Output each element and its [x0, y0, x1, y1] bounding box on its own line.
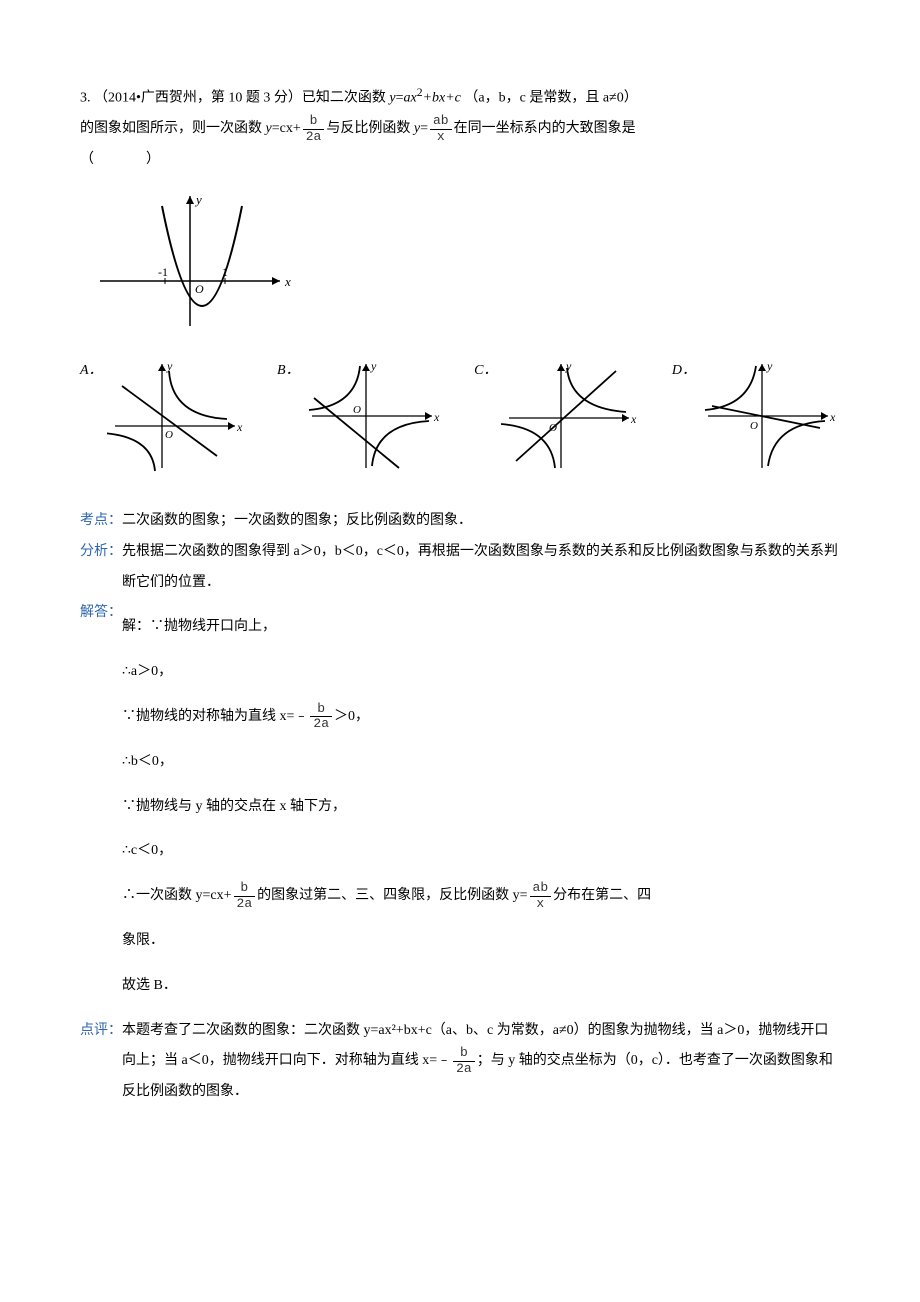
kaodian-text: 二次函数的图象；一次函数的图象；反比例函数的图象．	[122, 506, 840, 537]
svg-text:x: x	[630, 412, 637, 426]
q-paren: （ ）	[80, 145, 840, 176]
jd-l6: ∴c＜0，	[122, 836, 840, 867]
q-source: （2014•广西贺州，第 10 题 3 分）已知二次函数	[94, 91, 389, 106]
svg-text:y: y	[166, 359, 173, 373]
jd-l7: ∴一次函数 y=cx+b2a的图象过第二、三、四象限，反比例函数 y=abx分布…	[122, 881, 840, 912]
jd-l8: 故选 B．	[122, 971, 840, 1002]
origin-label: O	[195, 282, 204, 296]
jieda-content: 解：∵抛物线开口向上， ∴a＞0， ∵抛物线的对称轴为直线 x=﹣b2a＞0， …	[122, 598, 840, 1015]
dianping-row: 点评： 本题考查了二次函数的图象：二次函数 y=ax²+bx+c（a、b、c 为…	[80, 1016, 840, 1108]
y-label: y	[194, 192, 202, 207]
frac-ab-x: abx	[430, 114, 452, 144]
kaodian-label: 考点：	[80, 506, 122, 537]
tick-neg: -1	[158, 265, 168, 279]
x-label: x	[284, 274, 291, 289]
q-func-y: y	[389, 91, 395, 106]
q-l2b: 与反比例函数	[326, 121, 414, 136]
option-a: A． O x y	[80, 356, 247, 476]
jd-l3: ∵抛物线的对称轴为直线 x=﹣b2a＞0，	[122, 702, 840, 733]
q-number: 3.	[80, 91, 91, 106]
jd-l2: ∴a＞0，	[122, 657, 840, 688]
svg-text:O: O	[353, 404, 361, 416]
q-eq2: =	[420, 121, 428, 136]
opt-a-label: A．	[80, 356, 103, 387]
jd-l5: ∵抛物线与 y 轴的交点在 x 轴下方，	[122, 792, 840, 823]
svg-text:x: x	[829, 410, 836, 424]
options-row: A． O x y B． O x y	[80, 356, 840, 476]
dianping-label: 点评：	[80, 1016, 122, 1108]
q-cond: （a，b，c 是常数，且 a≠0）	[464, 91, 637, 106]
q-l2a: 的图象如图所示，则一次函数	[80, 121, 266, 136]
opt-c-label: C．	[474, 356, 497, 387]
opt-d-label: D．	[672, 356, 696, 387]
fenxi-row: 分析： 先根据二次函数的图象得到 a＞0，b＜0，c＜0，再根据一次函数图象与系…	[80, 537, 840, 599]
svg-text:y: y	[565, 359, 572, 373]
svg-text:O: O	[165, 429, 173, 441]
jieda-row: 解答： 解：∵抛物线开口向上， ∴a＞0， ∵抛物线的对称轴为直线 x=﹣b2a…	[80, 598, 840, 1015]
q-func-bxc: +bx+c	[423, 91, 461, 106]
opt-b-svg: O x y	[304, 356, 444, 476]
fenxi-label: 分析：	[80, 537, 122, 599]
jd-l1: 解：∵抛物线开口向上，	[122, 612, 840, 643]
option-d: D． O x y	[672, 356, 840, 476]
q-l2c: 在同一坐标系内的大致图象是	[454, 121, 636, 136]
opt-d-svg: O x y	[700, 356, 840, 476]
svg-text:y: y	[370, 359, 377, 373]
svg-text:x: x	[433, 410, 440, 424]
fenxi-text: 先根据二次函数的图象得到 a＞0，b＜0，c＜0，再根据一次函数图象与系数的关系…	[122, 537, 840, 599]
opt-c-svg: O x y	[501, 356, 641, 476]
opt-b-label: B．	[277, 356, 300, 387]
option-b: B． O x y	[277, 356, 444, 476]
svg-text:y: y	[766, 359, 773, 373]
main-diagram: -1 1 O x y	[80, 186, 840, 336]
opt-a-svg: O x y	[107, 356, 247, 476]
frac-b-2a: b2a	[303, 114, 325, 144]
jd-l4: ∴b＜0，	[122, 747, 840, 778]
option-c: C． O x y	[474, 356, 641, 476]
jd-l7d: 象限．	[122, 926, 840, 957]
question-stem: 3. （2014•广西贺州，第 10 题 3 分）已知二次函数 y=ax2+bx…	[80, 80, 840, 176]
q-eq1: =cx+	[272, 121, 301, 136]
dianping-content: 本题考查了二次函数的图象：二次函数 y=ax²+bx+c（a、b、c 为常数，a…	[122, 1016, 840, 1108]
jieda-label: 解答：	[80, 598, 122, 1015]
q-func-ax: ax	[404, 91, 417, 106]
svg-text:O: O	[750, 420, 758, 432]
parabola-svg: -1 1 O x y	[80, 186, 300, 336]
svg-text:x: x	[236, 420, 243, 434]
kaodian-row: 考点： 二次函数的图象；一次函数的图象；反比例函数的图象．	[80, 506, 840, 537]
dp-frac: b2a	[453, 1046, 475, 1076]
